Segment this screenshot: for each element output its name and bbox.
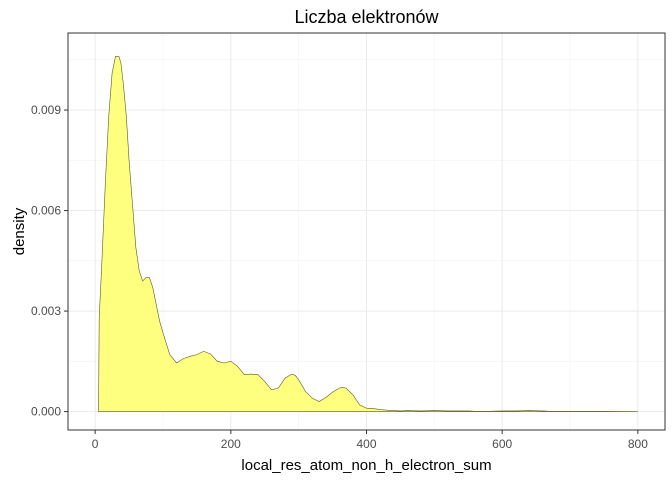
y-axis-title: density — [11, 207, 28, 255]
y-tick-label: 0.003 — [31, 304, 61, 318]
x-tick-label: 0 — [92, 437, 99, 451]
density-area — [98, 56, 638, 412]
x-tick-label: 400 — [356, 437, 376, 451]
y-tick-label: 0.006 — [31, 204, 61, 218]
x-axis-title: local_res_atom_non_h_electron_sum — [241, 457, 491, 474]
chart-title: Liczba elektronów — [294, 7, 439, 27]
y-axis-ticks: 0.000 0.003 0.006 0.009 — [31, 103, 68, 419]
x-tick-label: 200 — [221, 437, 241, 451]
x-tick-label: 600 — [492, 437, 512, 451]
y-tick-label: 0.000 — [31, 405, 61, 419]
y-tick-label: 0.009 — [31, 103, 61, 117]
x-tick-label: 800 — [628, 437, 648, 451]
x-axis-ticks: 0 200 400 600 800 — [92, 430, 648, 451]
